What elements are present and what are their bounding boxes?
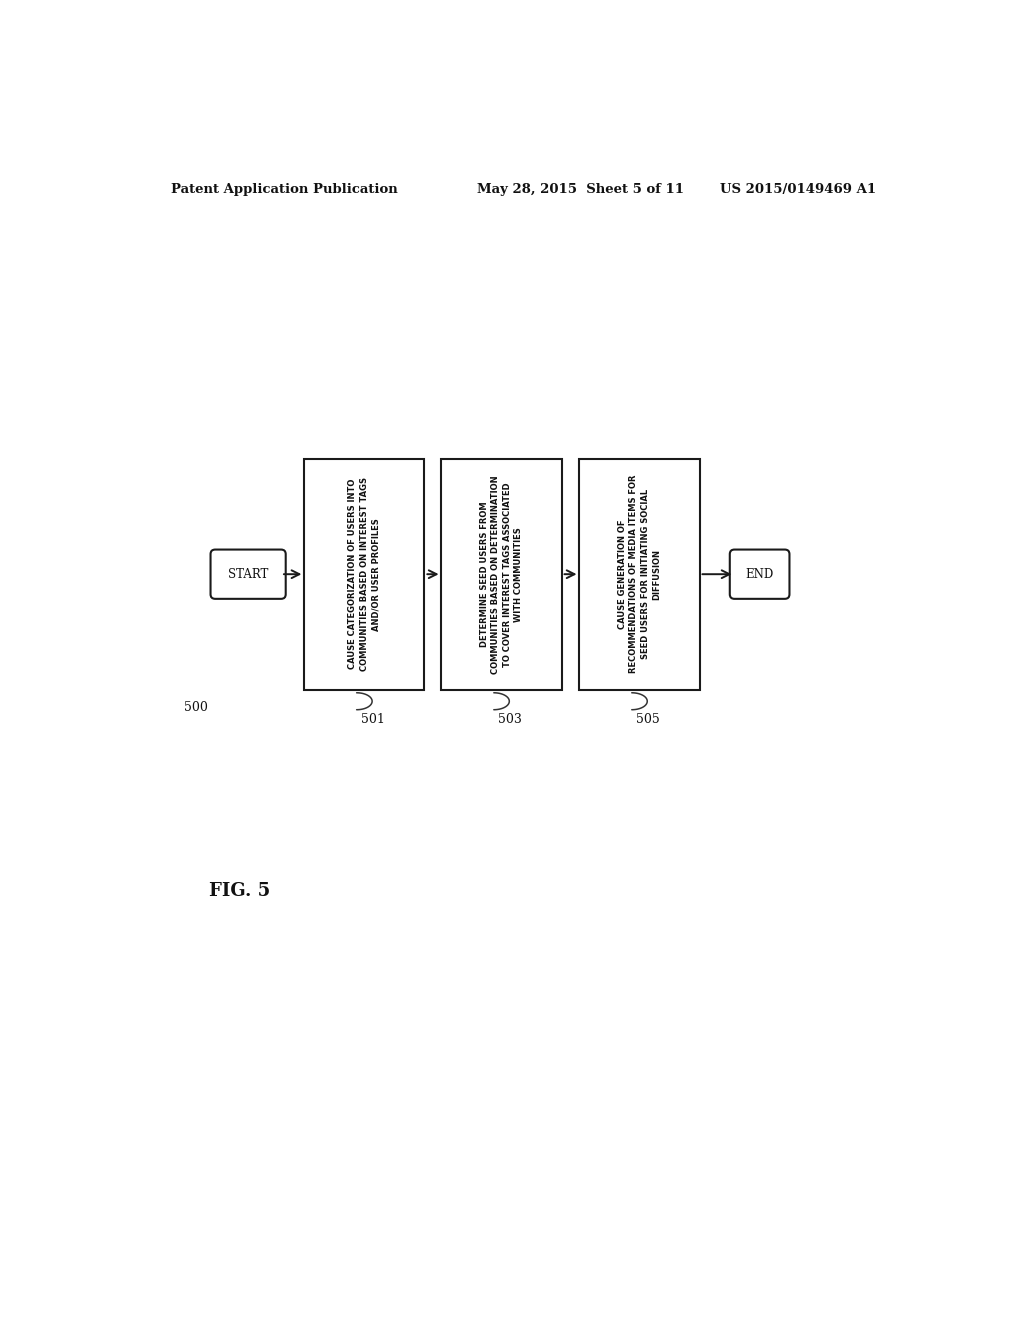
- Text: FIG. 5: FIG. 5: [209, 882, 270, 900]
- FancyBboxPatch shape: [730, 549, 790, 599]
- Text: END: END: [745, 568, 774, 581]
- Text: 501: 501: [360, 713, 384, 726]
- Text: CAUSE CATEGORIZATION OF USERS INTO
COMMUNITIES BASED ON INTEREST TAGS
AND/OR USE: CAUSE CATEGORIZATION OF USERS INTO COMMU…: [348, 478, 380, 671]
- Bar: [441, 459, 561, 689]
- Text: DETERMINE SEED USERS FROM
COMMUNITIES BASED ON DETERMINATION
TO COVER INTEREST T: DETERMINE SEED USERS FROM COMMUNITIES BA…: [480, 475, 523, 673]
- Text: CAUSE GENERATION OF
RECOMMENDATIONS OF MEDIA ITEMS FOR
SEED USERS FOR INITIATING: CAUSE GENERATION OF RECOMMENDATIONS OF M…: [617, 475, 662, 673]
- Text: 500: 500: [183, 701, 208, 714]
- Text: 505: 505: [636, 713, 659, 726]
- FancyBboxPatch shape: [211, 549, 286, 599]
- Text: Patent Application Publication: Patent Application Publication: [171, 182, 397, 195]
- Text: 503: 503: [498, 713, 521, 726]
- Text: US 2015/0149469 A1: US 2015/0149469 A1: [720, 182, 876, 195]
- Text: May 28, 2015  Sheet 5 of 11: May 28, 2015 Sheet 5 of 11: [477, 182, 684, 195]
- Bar: [580, 459, 699, 689]
- Text: START: START: [228, 568, 268, 581]
- Bar: [304, 459, 424, 689]
